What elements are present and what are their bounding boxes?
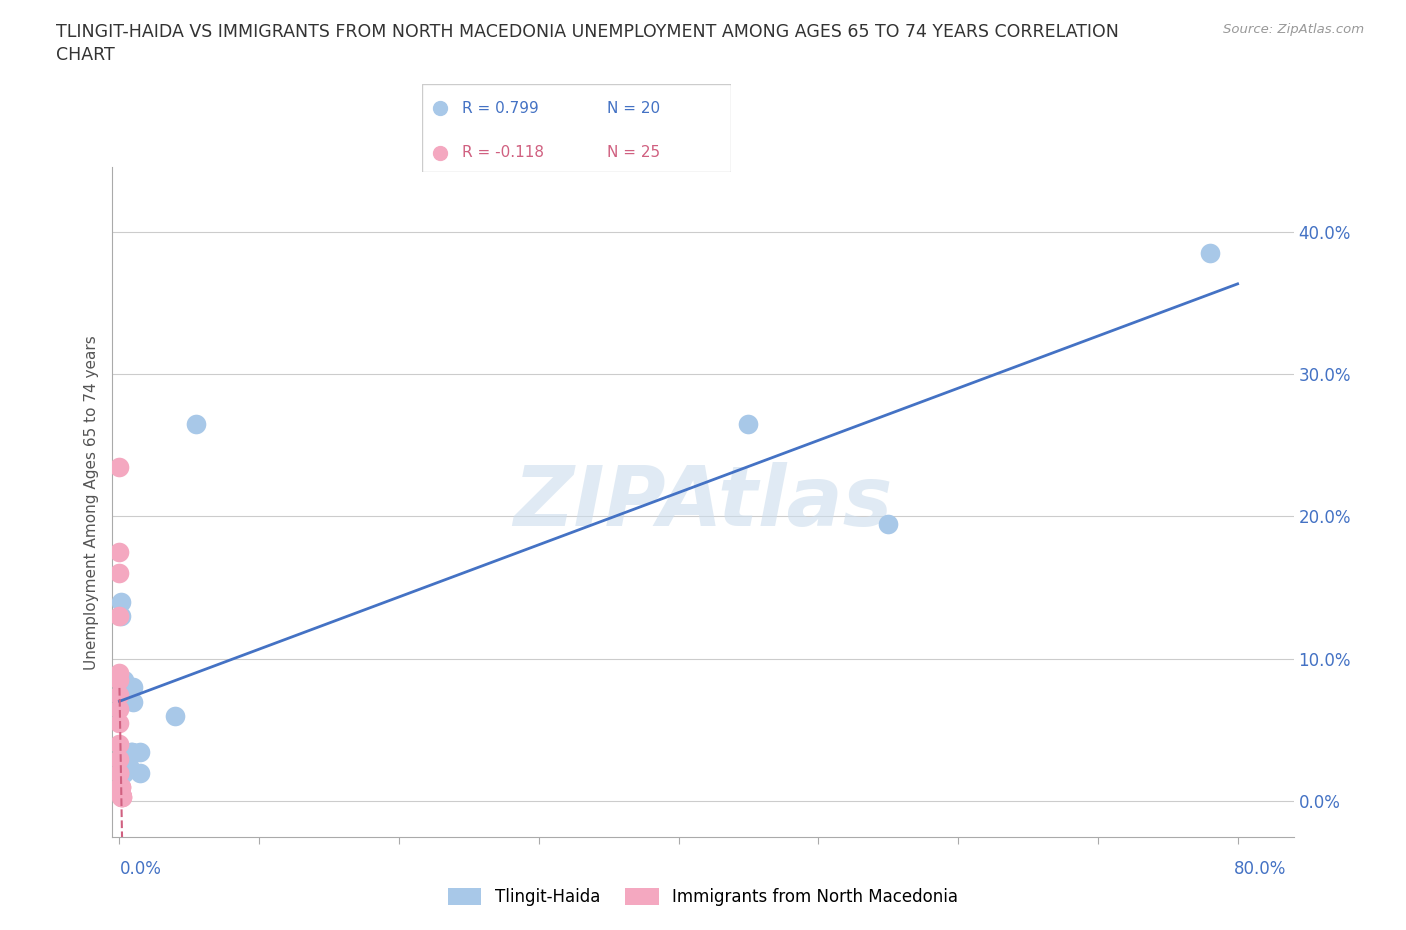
Text: R = 0.799: R = 0.799 <box>463 100 538 116</box>
Text: N = 20: N = 20 <box>607 100 661 116</box>
Point <box>108 459 131 474</box>
Point <box>112 672 135 687</box>
Point <box>118 758 141 773</box>
Point <box>108 609 131 624</box>
Point <box>129 744 152 759</box>
Point <box>110 787 132 802</box>
Point <box>110 672 132 687</box>
Point <box>122 680 145 695</box>
Point <box>110 787 132 802</box>
Point <box>108 566 131 581</box>
Point <box>120 744 142 759</box>
Point <box>108 779 131 794</box>
Point <box>1198 246 1220 260</box>
Text: N = 25: N = 25 <box>607 145 661 160</box>
Point <box>111 790 134 804</box>
Point <box>111 790 134 804</box>
Text: CHART: CHART <box>56 46 115 64</box>
Point <box>112 765 135 780</box>
Text: Source: ZipAtlas.com: Source: ZipAtlas.com <box>1223 23 1364 36</box>
Legend: Tlingit-Haida, Immigrants from North Macedonia: Tlingit-Haida, Immigrants from North Mac… <box>441 881 965 912</box>
Point <box>108 751 131 766</box>
Point <box>108 545 131 560</box>
Point <box>110 594 132 609</box>
Text: R = -0.118: R = -0.118 <box>463 145 544 160</box>
Point <box>110 787 132 802</box>
Text: 0.0%: 0.0% <box>120 860 162 878</box>
Point <box>110 787 132 802</box>
Point <box>129 765 152 780</box>
Point <box>110 787 132 802</box>
Point <box>108 715 131 730</box>
Point <box>115 758 138 773</box>
Point <box>186 417 208 432</box>
Point <box>110 787 132 802</box>
Point <box>737 417 759 432</box>
Point <box>108 765 131 780</box>
Point <box>110 672 132 687</box>
Point <box>108 687 131 702</box>
Point <box>108 701 131 716</box>
Point <box>108 737 131 751</box>
Point <box>108 765 131 780</box>
Text: ZIPAtlas: ZIPAtlas <box>513 461 893 543</box>
Text: 80.0%: 80.0% <box>1234 860 1286 878</box>
Point <box>429 145 451 160</box>
Point <box>110 790 132 804</box>
Y-axis label: Unemployment Among Ages 65 to 74 years: Unemployment Among Ages 65 to 74 years <box>84 335 100 670</box>
Point <box>429 101 451 116</box>
Point <box>108 672 131 687</box>
Point <box>121 744 143 759</box>
Point <box>122 694 145 709</box>
Point <box>110 779 132 794</box>
Point <box>110 609 132 624</box>
Point <box>108 666 131 681</box>
Point <box>111 672 134 687</box>
Point <box>110 779 132 794</box>
Point <box>165 709 187 724</box>
Point <box>877 516 900 531</box>
Text: TLINGIT-HAIDA VS IMMIGRANTS FROM NORTH MACEDONIA UNEMPLOYMENT AMONG AGES 65 TO 7: TLINGIT-HAIDA VS IMMIGRANTS FROM NORTH M… <box>56 23 1119 41</box>
